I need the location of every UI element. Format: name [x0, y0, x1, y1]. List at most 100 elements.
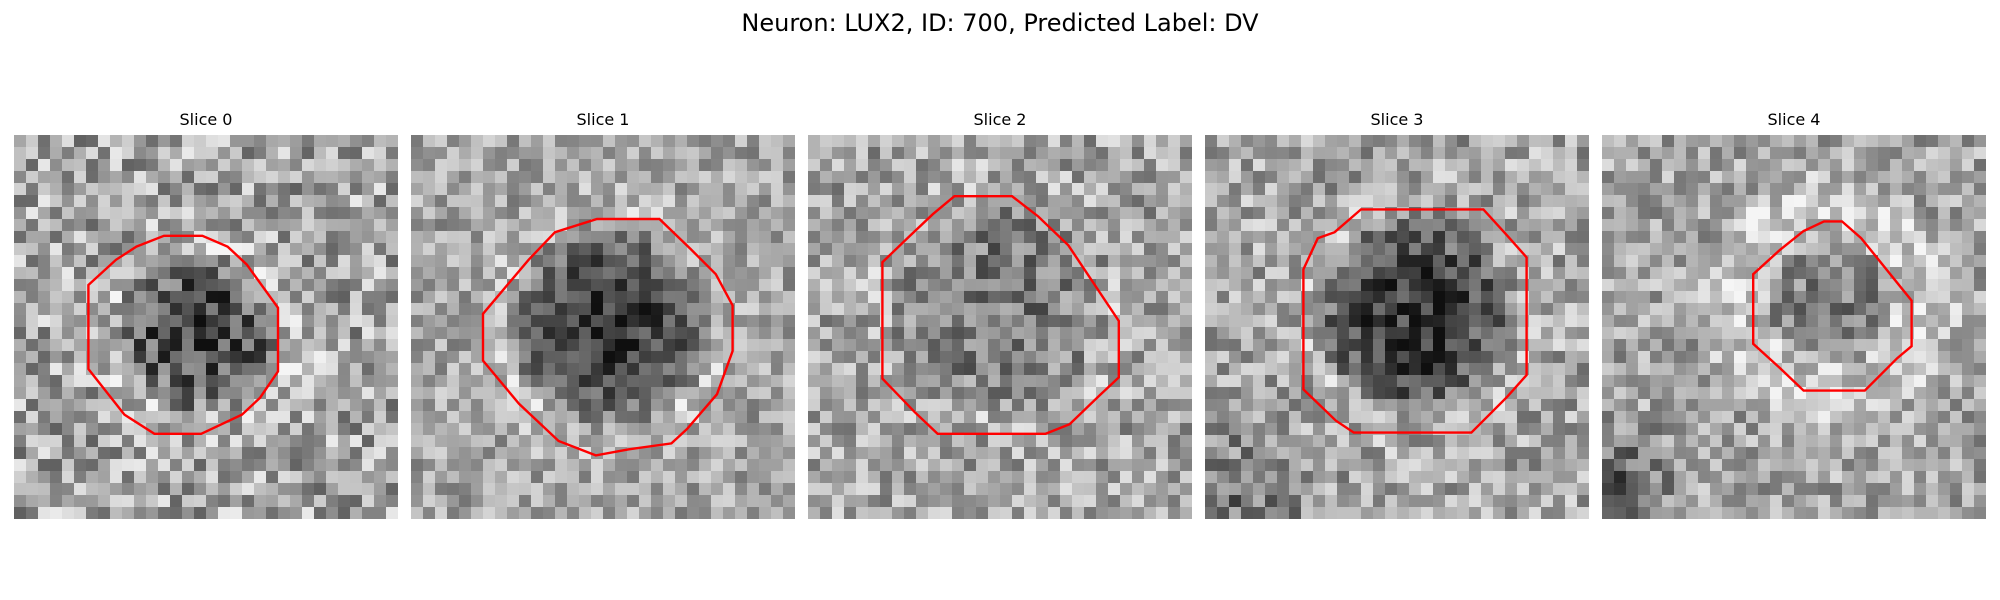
pixel	[952, 135, 965, 148]
pixel	[555, 363, 568, 376]
pixel	[964, 303, 977, 316]
pixel	[1072, 375, 1085, 388]
pixel	[266, 231, 279, 244]
pixel	[206, 495, 219, 508]
pixel	[218, 303, 231, 316]
pixel	[759, 147, 772, 160]
pixel	[1024, 219, 1037, 232]
pixel	[1433, 231, 1446, 244]
pixel	[699, 375, 712, 388]
pixel	[423, 351, 436, 364]
pixel	[976, 447, 989, 460]
pixel	[1229, 327, 1242, 340]
pixel	[543, 339, 556, 352]
pixel	[74, 171, 87, 184]
pixel	[988, 495, 1001, 508]
pixel	[940, 291, 953, 304]
pixel	[447, 279, 460, 292]
pixel	[1421, 147, 1434, 160]
pixel	[1938, 231, 1951, 244]
pixel	[820, 159, 833, 172]
pixel	[1529, 171, 1542, 184]
pixel	[832, 315, 845, 328]
pixel	[1144, 363, 1157, 376]
pixel	[820, 339, 833, 352]
pixel	[1409, 291, 1422, 304]
pixel	[783, 147, 795, 160]
pixel	[1698, 243, 1711, 256]
pixel	[531, 411, 544, 424]
pixel	[1349, 219, 1362, 232]
pixel	[98, 267, 111, 280]
pixel	[555, 207, 568, 220]
pixel	[1602, 375, 1615, 388]
pixel	[1096, 483, 1109, 496]
pixel	[747, 495, 760, 508]
pixel	[1120, 315, 1133, 328]
pixel	[1914, 375, 1927, 388]
pixel	[170, 279, 183, 292]
pixel	[26, 231, 39, 244]
pixel	[1361, 411, 1374, 424]
pixel	[1938, 399, 1951, 412]
pixel	[1217, 375, 1230, 388]
pixel	[302, 279, 315, 292]
pixel	[507, 195, 520, 208]
pixel	[1890, 243, 1903, 256]
pixel	[1662, 411, 1675, 424]
pixel	[904, 447, 917, 460]
pixel	[1517, 411, 1530, 424]
pixel	[1481, 423, 1494, 436]
pixel	[182, 183, 195, 196]
pixel	[892, 159, 905, 172]
pixel	[832, 231, 845, 244]
pixel	[182, 267, 195, 280]
pixel	[134, 339, 147, 352]
pixel	[1457, 147, 1470, 160]
pixel	[1890, 447, 1903, 460]
pixel	[1614, 231, 1627, 244]
pixel	[844, 183, 857, 196]
pixel	[1962, 135, 1975, 148]
pixel	[1577, 399, 1589, 412]
pixel	[1277, 315, 1290, 328]
pixel	[759, 135, 772, 148]
pixel	[86, 207, 99, 220]
pixel	[1144, 231, 1157, 244]
pixel	[1842, 435, 1855, 448]
pixel	[892, 339, 905, 352]
pixel	[338, 171, 351, 184]
pixel	[543, 219, 556, 232]
pixel	[26, 459, 39, 472]
pixel	[62, 327, 75, 340]
pixel	[747, 363, 760, 376]
pixel	[507, 471, 520, 484]
pixel	[1373, 147, 1386, 160]
pixel	[1397, 171, 1410, 184]
pixel	[1662, 171, 1675, 184]
pixel	[928, 315, 941, 328]
pixel	[1950, 159, 1963, 172]
pixel	[254, 183, 267, 196]
pixel	[880, 459, 893, 472]
pixel	[1217, 207, 1230, 220]
pixel	[1662, 363, 1675, 376]
pixel	[1722, 375, 1735, 388]
pixel	[759, 243, 772, 256]
pixel	[1830, 147, 1843, 160]
slice-panel-3: Slice 3	[1205, 107, 1589, 519]
pixel	[98, 159, 111, 172]
pixel	[266, 315, 279, 328]
pixel	[832, 471, 845, 484]
pixel	[904, 411, 917, 424]
pixel	[1962, 291, 1975, 304]
pixel	[1830, 195, 1843, 208]
pixel	[1457, 495, 1470, 508]
pixel	[326, 399, 339, 412]
pixel	[1914, 243, 1927, 256]
pixel	[1024, 231, 1037, 244]
pixel	[1325, 351, 1338, 364]
pixel	[916, 411, 929, 424]
pixel	[627, 387, 640, 400]
pixel	[1662, 135, 1675, 148]
